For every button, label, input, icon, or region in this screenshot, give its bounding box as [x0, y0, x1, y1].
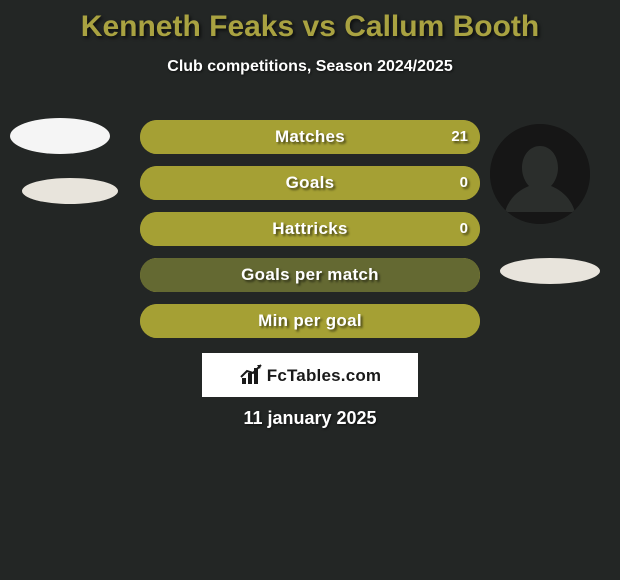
- date-label: 11 january 2025: [0, 408, 620, 429]
- stat-bar-label: Matches: [140, 120, 480, 154]
- avatar-player-right: [490, 124, 590, 224]
- stat-bar-right-value: 21: [451, 120, 468, 154]
- stat-bar-label: Goals: [140, 166, 480, 200]
- avatar-shadow-left: [22, 178, 118, 204]
- footer-logo: FcTables.com: [202, 353, 418, 397]
- stat-bar-right-value: 0: [460, 212, 468, 246]
- avatar-shadow-right: [500, 258, 600, 284]
- stat-bar-row: Matches21: [140, 120, 480, 154]
- avatar-right-silhouette-icon: [490, 124, 590, 224]
- comparison-card: Kenneth Feaks vs Callum Booth Club compe…: [0, 0, 620, 580]
- stat-bar-row: Min per goal: [140, 304, 480, 338]
- stat-bar-row: Goals per match: [140, 258, 480, 292]
- stat-bar-label: Min per goal: [140, 304, 480, 338]
- stat-bar-label: Goals per match: [140, 258, 480, 292]
- subtitle: Club competitions, Season 2024/2025: [0, 58, 620, 76]
- footer-logo-text: FcTables.com: [267, 366, 382, 386]
- stat-bars: Matches21Goals0Hattricks0Goals per match…: [140, 120, 480, 350]
- stat-bar-row: Hattricks0: [140, 212, 480, 246]
- page-title: Kenneth Feaks vs Callum Booth: [0, 0, 620, 44]
- avatar-player-left: [10, 118, 110, 154]
- fctables-chart-icon: [239, 364, 263, 386]
- stat-bar-label: Hattricks: [140, 212, 480, 246]
- stat-bar-right-value: 0: [460, 166, 468, 200]
- stat-bar-row: Goals0: [140, 166, 480, 200]
